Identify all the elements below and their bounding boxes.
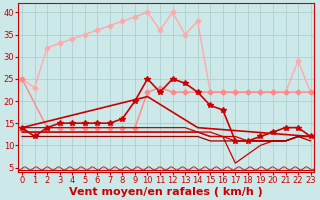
X-axis label: Vent moyen/en rafales ( km/h ): Vent moyen/en rafales ( km/h ) [69, 187, 263, 197]
